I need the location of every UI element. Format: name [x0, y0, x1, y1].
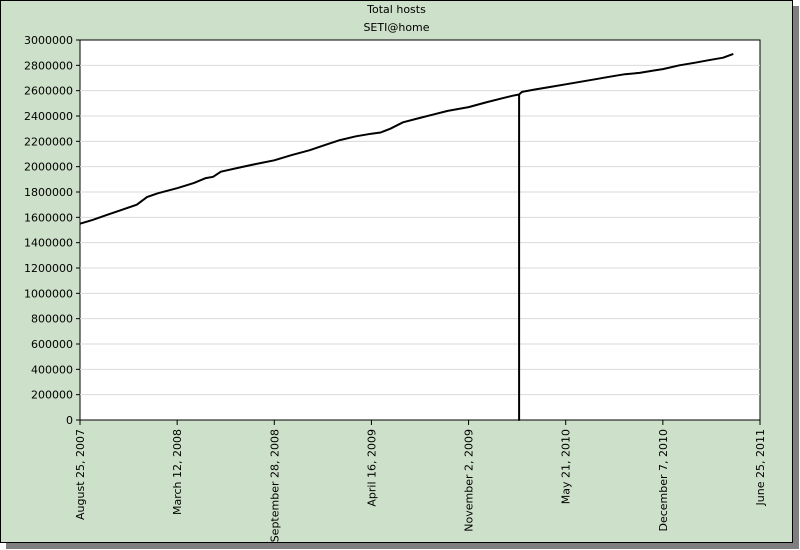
y-tick-label: 800000: [31, 313, 73, 326]
y-tick-label: 1600000: [24, 211, 73, 224]
y-tick-label: 0: [66, 414, 73, 427]
x-tick-label: March 12, 2008: [171, 429, 184, 515]
y-tick-label: 2400000: [24, 110, 73, 123]
y-tick-label: 2200000: [24, 135, 73, 148]
chart-subtitle: SETI@home: [363, 21, 430, 34]
grid-lines: [80, 64, 760, 396]
x-tick-label: May 21, 2010: [560, 429, 573, 504]
y-axis: 0 200000 400000 600000 800000 1000000 1200000 1…: [24, 34, 80, 427]
y-tick-label: 2600000: [24, 85, 73, 98]
y-tick-label: 1000000: [24, 287, 73, 300]
y-tick-label: 600000: [31, 338, 73, 351]
y-tick-label: 1800000: [24, 186, 73, 199]
y-tick-label: 3000000: [24, 34, 73, 47]
y-tick-label: 1400000: [24, 237, 73, 250]
chart-title: Total hosts: [367, 3, 426, 16]
x-axis: August 25, 2007 March 12, 2008 September 2…: [74, 420, 767, 542]
y-tick-label: 2800000: [24, 59, 73, 72]
y-tick-label: 2000000: [24, 161, 73, 174]
x-tick-label: September 28, 2008: [268, 429, 281, 542]
y-tick-label: 1200000: [24, 262, 73, 275]
x-tick-label: April 16, 2009: [365, 429, 378, 507]
x-tick-label: June 25, 2011: [754, 429, 767, 506]
series-group: [79, 52, 734, 421]
x-tick-label: December 7, 2010: [657, 429, 670, 532]
y-tick-label: 200000: [31, 389, 73, 402]
plot-area: [79, 39, 761, 421]
x-tick-label: August 25, 2007: [74, 429, 87, 520]
series-line: [79, 52, 734, 421]
x-tick-label: November 2, 2009: [463, 429, 476, 532]
y-tick-label: 400000: [31, 363, 73, 376]
